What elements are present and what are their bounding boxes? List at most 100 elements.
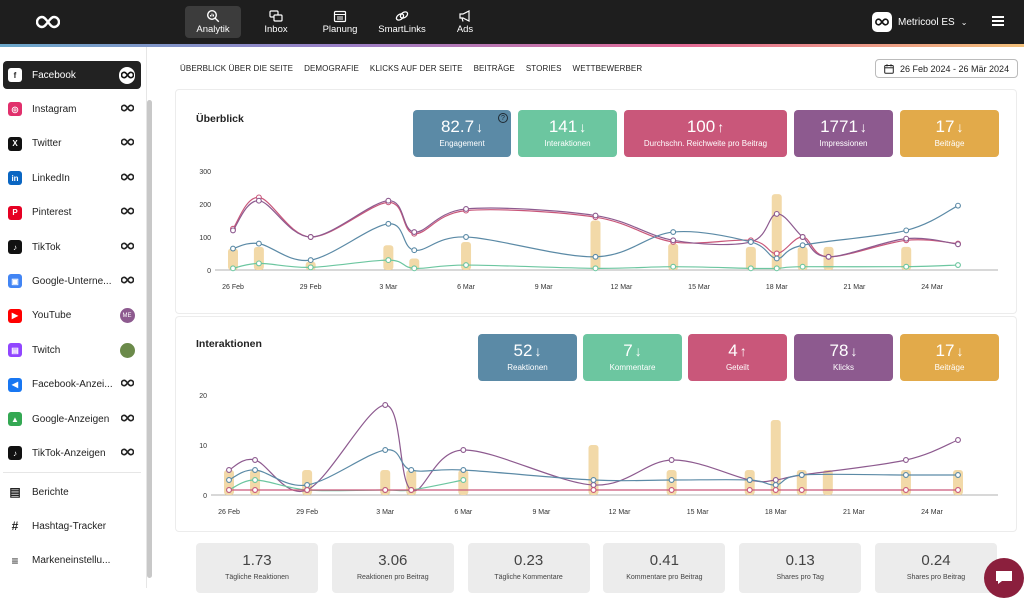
data-point[interactable] bbox=[746, 487, 753, 493]
bar-posts[interactable] bbox=[770, 420, 781, 495]
data-point[interactable] bbox=[903, 227, 910, 234]
data-point[interactable] bbox=[252, 477, 258, 483]
data-point[interactable] bbox=[955, 262, 961, 269]
data-point[interactable] bbox=[773, 210, 780, 217]
data-point[interactable] bbox=[230, 265, 236, 272]
kpi-beitr-ge[interactable]: 17 ↓ Beiträge bbox=[900, 110, 999, 157]
sidebar-tool-1[interactable]: # Hashtag-Tracker bbox=[3, 512, 141, 540]
tab-4[interactable]: STORIES bbox=[525, 64, 562, 73]
data-point[interactable] bbox=[773, 265, 780, 272]
account-switcher[interactable]: Metricool ES ⌄ bbox=[872, 12, 967, 32]
data-point[interactable] bbox=[772, 482, 779, 488]
bar-posts[interactable] bbox=[822, 470, 833, 495]
data-point[interactable] bbox=[955, 437, 961, 443]
bar-posts[interactable] bbox=[588, 445, 599, 495]
bar-posts[interactable] bbox=[668, 243, 679, 270]
tab-5[interactable]: WETTBEWERBER bbox=[572, 64, 643, 73]
sidebar-tool-2[interactable]: ≡ Markeneinstellu... bbox=[3, 547, 141, 575]
data-point[interactable] bbox=[408, 467, 415, 473]
sidebar-item-facebook[interactable]: f Facebook bbox=[3, 61, 141, 89]
data-point[interactable] bbox=[902, 457, 909, 463]
data-point[interactable] bbox=[670, 237, 677, 244]
data-point[interactable] bbox=[255, 240, 262, 247]
data-point[interactable] bbox=[382, 487, 389, 493]
bar-posts[interactable] bbox=[228, 248, 238, 270]
sidebar-scrollbar[interactable] bbox=[147, 100, 152, 578]
data-point[interactable] bbox=[902, 472, 909, 478]
date-range-picker[interactable]: 26 Feb 2024 - 26 Mär 2024 bbox=[875, 59, 1018, 78]
data-point[interactable] bbox=[592, 265, 599, 272]
data-point[interactable] bbox=[252, 457, 258, 463]
tab-3[interactable]: BEITRÄGE bbox=[473, 64, 515, 73]
tab-1[interactable]: DEMOGRAFIE bbox=[304, 64, 359, 73]
data-point[interactable] bbox=[460, 447, 467, 453]
kpi-reaktionen[interactable]: 52 ↓ Reaktionen bbox=[478, 334, 577, 381]
data-point[interactable] bbox=[592, 212, 599, 219]
data-point[interactable] bbox=[746, 477, 753, 483]
help-icon[interactable]: ? bbox=[498, 113, 508, 123]
data-point[interactable] bbox=[307, 264, 314, 271]
sidebar-item-pinterest[interactable]: P Pinterest bbox=[3, 199, 141, 227]
data-point[interactable] bbox=[252, 487, 258, 493]
data-point[interactable] bbox=[747, 265, 754, 272]
data-point[interactable] bbox=[460, 467, 467, 473]
kpi-durchschn-reichweite-pro-beitrag[interactable]: 100 ↑ Durchschn. Reichweite pro Beitrag bbox=[624, 110, 787, 157]
kpi-impressionen[interactable]: 1771 ↓ Impressionen bbox=[794, 110, 893, 157]
data-point[interactable] bbox=[590, 487, 597, 493]
nav-inbox[interactable]: Inbox bbox=[247, 6, 305, 38]
data-point[interactable] bbox=[255, 260, 262, 267]
bar-posts[interactable] bbox=[901, 246, 912, 270]
sidebar-item-linkedin[interactable]: in LinkedIn bbox=[3, 164, 141, 192]
data-point[interactable] bbox=[955, 241, 961, 248]
data-point[interactable] bbox=[590, 477, 597, 483]
sidebar-item-youtube[interactable]: ▶ YouTube ME bbox=[3, 302, 141, 330]
data-point[interactable] bbox=[799, 242, 806, 249]
data-point[interactable] bbox=[385, 197, 392, 204]
tab-2[interactable]: KLICKS AUF DER SEITE bbox=[369, 64, 463, 73]
data-point[interactable] bbox=[670, 263, 677, 270]
data-point[interactable] bbox=[408, 487, 415, 493]
nav-ads[interactable]: Ads bbox=[436, 6, 494, 38]
data-point[interactable] bbox=[670, 229, 677, 236]
data-point[interactable] bbox=[226, 467, 232, 473]
data-point[interactable] bbox=[798, 472, 805, 478]
kpi-beitr-ge[interactable]: 17 ↓ Beiträge bbox=[900, 334, 999, 381]
data-point[interactable] bbox=[307, 257, 314, 264]
data-point[interactable] bbox=[955, 202, 961, 209]
data-point[interactable] bbox=[252, 467, 258, 473]
kpi-kommentare[interactable]: 7 ↓ Kommentare bbox=[583, 334, 682, 381]
bar-posts[interactable] bbox=[797, 246, 808, 270]
data-point[interactable] bbox=[411, 247, 418, 254]
data-point[interactable] bbox=[798, 487, 805, 493]
data-point[interactable] bbox=[304, 487, 311, 493]
sidebar-item-facebook-anzei[interactable]: ◀ Facebook-Anzei... bbox=[3, 371, 141, 399]
bar-posts[interactable] bbox=[590, 220, 601, 271]
data-point[interactable] bbox=[825, 253, 832, 260]
nav-smartlinks[interactable]: SmartLinks bbox=[373, 6, 431, 38]
data-point[interactable] bbox=[955, 487, 961, 493]
sidebar-item-twitter[interactable]: X Twitter bbox=[3, 130, 141, 158]
data-point[interactable] bbox=[411, 229, 418, 236]
data-point[interactable] bbox=[460, 477, 467, 483]
data-point[interactable] bbox=[463, 205, 469, 212]
data-point[interactable] bbox=[903, 263, 910, 270]
data-point[interactable] bbox=[902, 487, 909, 493]
sidebar-item-google-anzeigen[interactable]: ▲ Google-Anzeigen bbox=[3, 405, 141, 433]
data-point[interactable] bbox=[799, 234, 806, 240]
data-point[interactable] bbox=[955, 472, 961, 478]
data-point[interactable] bbox=[773, 255, 780, 262]
data-point[interactable] bbox=[382, 402, 389, 408]
data-point[interactable] bbox=[772, 477, 779, 483]
data-point[interactable] bbox=[799, 263, 806, 270]
kpi-klicks[interactable]: 78 ↓ Klicks bbox=[794, 334, 893, 381]
data-point[interactable] bbox=[463, 234, 469, 240]
data-point[interactable] bbox=[590, 482, 597, 488]
nav-planung[interactable]: Planung bbox=[310, 6, 370, 38]
sidebar-tool-0[interactable]: ▤ Berichte bbox=[3, 478, 141, 506]
data-point[interactable] bbox=[772, 487, 779, 493]
nav-analytik[interactable]: Analytik bbox=[185, 6, 241, 38]
sidebar-item-tiktok[interactable]: ♪ TikTok bbox=[3, 233, 141, 261]
metricool-logo[interactable] bbox=[35, 13, 61, 31]
sidebar-item-twitch[interactable]: ▤ Twitch bbox=[3, 336, 141, 364]
data-point[interactable] bbox=[382, 447, 389, 453]
